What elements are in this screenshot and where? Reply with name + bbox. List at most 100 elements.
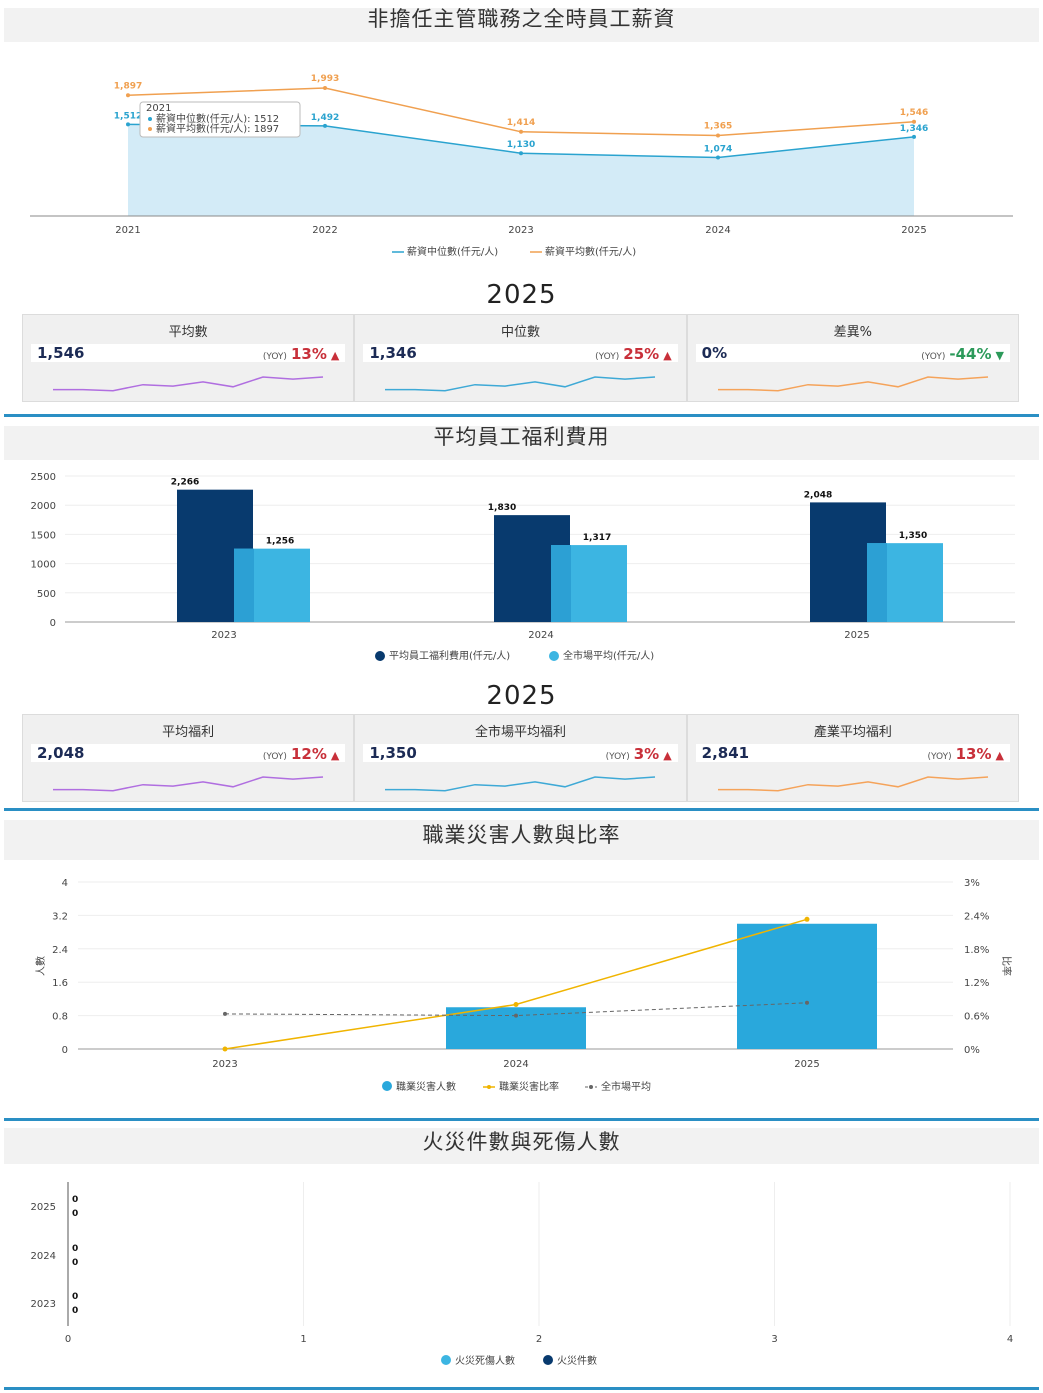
salary-line-chart[interactable]: 1,512 1,492 1,130 1,074 1,346 1,897 1,993 1,414…	[0, 0, 1043, 270]
y-tick-label: 1500	[31, 530, 56, 541]
kpi-sparkline	[53, 376, 324, 392]
tooltip-box	[139, 101, 301, 138]
fire-horizontal-bar-chart[interactable]: 0 1 2 3 4 2025 0 0 2024 0 0 2023 0 0 火災死傷人數 火災件數	[0, 1164, 1043, 1384]
kpi-yoy-label: (YOY)	[262, 751, 287, 762]
y-tick-label: 2024	[31, 1251, 56, 1262]
legend-benefit-swatch	[375, 651, 385, 661]
bar-injury-count	[446, 1007, 586, 1049]
bar-market-shade	[867, 543, 887, 622]
benefit-bar-chart[interactable]: 2500 2000 1500 1000 500 0 2,266 1,256 2023 1,830 1…	[0, 460, 1043, 700]
mean-value-label: 1,365	[704, 121, 732, 131]
arrow-up-icon: ▲	[330, 348, 340, 362]
benefit-kpi-row: 平均福利 2,048 (YOY) 12% ▲ 全市場平均福利 1,350 (YOY) 3% ▲ 產業…	[22, 714, 1019, 802]
sparkline-path	[385, 376, 656, 392]
bar-market-shade	[551, 545, 571, 622]
legend-fire-casualty-swatch	[441, 1355, 451, 1365]
kpi-yoy-label: (YOY)	[605, 751, 630, 762]
salary-kpi-card: 差異% 0% (YOY) -44% ▼	[686, 314, 1019, 402]
legend-market-label: 全市場平均(仟元/人)	[563, 649, 654, 662]
bar-injury-count	[737, 923, 877, 1049]
y-tick-label: 2025	[31, 1202, 56, 1213]
mean-point	[912, 119, 916, 124]
bar-value-label: 0	[72, 1292, 78, 1302]
bar-value-label: 0	[72, 1306, 78, 1316]
kpi-value-row: 1,546 (YOY) 13% ▲	[31, 344, 346, 363]
section-divider	[4, 1387, 1039, 1390]
y2-tick-label: 2.4%	[964, 911, 989, 922]
injury-combo-chart[interactable]: 4 3% 3.2 2.4% 2.4 1.8% 1.6 1.2% 0.8 0.6% 0 0% 人數 比率 20…	[0, 860, 1043, 1120]
x-tick-label: 2021	[115, 225, 140, 236]
x-tick-label: 2024	[503, 1059, 528, 1070]
y-tick-label: 2.4	[52, 945, 68, 956]
kpi-change: (YOY) 12% ▲	[263, 744, 340, 763]
sparkline-path	[717, 776, 988, 792]
bar-value-label: 2,266	[171, 478, 199, 488]
median-point	[912, 134, 916, 139]
sparkline-path	[53, 776, 324, 792]
legend-market-average-dot	[589, 1085, 593, 1089]
y-tick-label: 1.6	[52, 978, 68, 989]
y2-tick-label: 3%	[964, 878, 980, 889]
median-area	[128, 124, 914, 216]
kpi-title: 平均數	[168, 325, 208, 340]
y-tick-label: 0.8	[52, 1012, 68, 1023]
market-average-point	[514, 1013, 518, 1018]
kpi-change: (YOY) 25% ▲	[595, 344, 672, 363]
y2-axis-title: 比率	[1000, 956, 1013, 976]
market-average-point	[223, 1011, 227, 1016]
bar-value-label: 2,048	[804, 490, 832, 500]
mean-value-label: 1,414	[507, 118, 535, 128]
legend-fire-count-label: 火災件數	[557, 1354, 597, 1367]
kpi-sparkline	[385, 376, 656, 392]
arrow-up-icon: ▲	[663, 348, 672, 362]
kpi-yoy-label: (YOY)	[927, 751, 952, 762]
mean-point	[519, 129, 523, 134]
median-point	[323, 123, 327, 128]
bar-value-label: 0	[72, 1244, 78, 1254]
salary-kpi-row: 平均數 1,546 (YOY) 13% ▲ 中位數 1,346 (YOY) 25% ▲ 差異% 0%(…	[22, 314, 1019, 402]
legend-injury-count-label: 職業災害人數	[396, 1080, 456, 1093]
salary-section-title: 非擔任主管職務之全時員工薪資	[4, 8, 1039, 42]
median-value-label: 1,492	[311, 113, 339, 123]
kpi-sparkline	[717, 376, 988, 392]
kpi-value: 1,350	[369, 744, 417, 762]
mean-value-label: 1,993	[311, 74, 339, 84]
bar-value-label: 1,256	[266, 537, 294, 547]
arrow-up-icon: ▲	[330, 748, 340, 762]
kpi-value: 1,346	[369, 344, 417, 362]
bar-market-shade	[234, 548, 254, 622]
legend-injury-count-swatch	[382, 1081, 392, 1091]
x-tick-label: 2023	[211, 630, 236, 641]
x-tick-label: 2024	[528, 630, 553, 641]
x-tick-label: 2022	[312, 225, 337, 236]
injury-rate-point	[222, 1046, 228, 1052]
market-average-point	[805, 1000, 809, 1005]
kpi-title: 中位數	[500, 325, 540, 340]
y2-tick-label: 0%	[964, 1045, 980, 1056]
mean-value-label: 1,897	[114, 81, 142, 91]
kpi-value-row: 2,048 (YOY) 12% ▲	[31, 744, 346, 763]
median-point	[126, 122, 130, 127]
benefit-kpi-card: 全市場平均福利 1,350 (YOY) 3% ▲	[354, 714, 687, 802]
kpi-value: 2,048	[37, 744, 85, 762]
arrow-down-icon: ▼	[995, 348, 1004, 362]
kpi-value-row: 0% (YOY) -44% ▼	[695, 344, 1010, 363]
x-tick-label: 3	[771, 1334, 777, 1345]
x-tick-label: 4	[1007, 1334, 1013, 1345]
benefit-kpi-card: 平均福利 2,048 (YOY) 12% ▲	[22, 714, 355, 802]
x-tick-label: 2024	[705, 225, 730, 236]
kpi-yoy-label: (YOY)	[595, 351, 620, 362]
x-tick-label: 2023	[508, 225, 533, 236]
legend-mean-label: 薪資平均數(仟元/人)	[545, 245, 636, 258]
y-tick-label: 1000	[31, 560, 56, 571]
bar-value-label: 0	[72, 1195, 78, 1205]
x-tick-label: 2023	[212, 1059, 237, 1070]
kpi-change: (YOY) 3% ▲	[606, 744, 672, 763]
y-tick-label: 2500	[31, 472, 56, 483]
y-tick-label: 0	[50, 618, 56, 629]
kpi-yoy-label: (YOY)	[921, 351, 946, 362]
median-value-label: 1,346	[900, 124, 928, 134]
bar-value-label: 0	[72, 1209, 78, 1219]
injury-rate-point	[513, 1001, 519, 1007]
